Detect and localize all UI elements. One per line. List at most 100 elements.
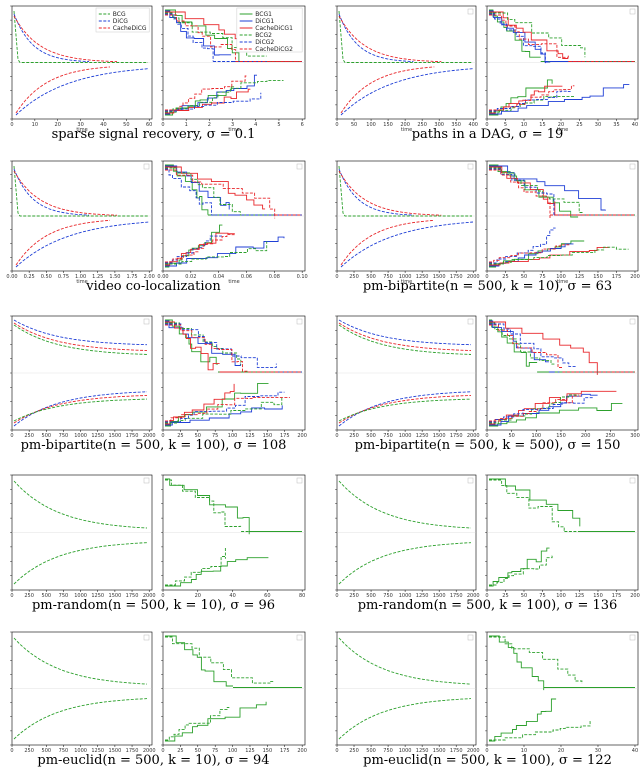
x-tick-label: 1.00 bbox=[75, 274, 86, 280]
dicg-upper-curve bbox=[338, 319, 472, 346]
legend-label: CacheDiCG bbox=[113, 25, 147, 32]
x-tick-label: 0.02 bbox=[185, 274, 196, 280]
x-tick-label: 10 bbox=[521, 122, 527, 128]
x-tick-label: 175 bbox=[612, 274, 622, 280]
subfigure-4: 0 250 500 750 1000 1250 1500 1750 2000 time 0 25 50 7… bbox=[335, 160, 640, 294]
bcg-upper-curve bbox=[338, 480, 472, 529]
upper-step-series bbox=[165, 636, 275, 684]
upper-step-series bbox=[165, 479, 242, 527]
upper-step-series bbox=[489, 167, 584, 213]
cache-lower-curve bbox=[15, 66, 111, 114]
subfigure-2: 0 50 100 150 200 250 300 350 400 time 0 5 10 15 20 25 30… bbox=[335, 5, 639, 142]
left-panel: 0 250 500 750 1000 1250 1500 1750 2000 bbox=[10, 315, 156, 439]
lower-step-series bbox=[489, 84, 630, 115]
x-tick-label: 750 bbox=[59, 433, 69, 439]
x-tick-label: 750 bbox=[383, 748, 393, 754]
x-tick-label: 1500 bbox=[109, 433, 122, 439]
lower-step-series bbox=[165, 236, 285, 267]
x-tick-label: 50 bbox=[195, 748, 201, 754]
bcg-curve bbox=[13, 165, 148, 217]
x-tick-label: 25 bbox=[177, 433, 183, 439]
upper-step-series bbox=[489, 478, 581, 527]
x-tick-label: 5 bbox=[277, 122, 280, 128]
bcg-upper-curve bbox=[338, 324, 472, 355]
x-tick-label: 0 bbox=[485, 433, 488, 439]
legend-handle bbox=[467, 8, 474, 15]
x-axis-label: time bbox=[557, 127, 568, 133]
dicg-upper-curve bbox=[13, 319, 148, 346]
dicg-lower-curve bbox=[13, 391, 148, 427]
subfigure-caption: pm-bipartite(n = 500, k = 500), σ = 150 bbox=[355, 438, 621, 453]
x-tick-label: 50 bbox=[351, 122, 357, 128]
legend-label: BCG1 bbox=[255, 11, 272, 18]
lower-step-series bbox=[489, 555, 553, 586]
x-tick-label: 2000 bbox=[467, 593, 480, 599]
x-tick-label: 75 bbox=[212, 748, 218, 754]
right-panel: 0 1 2 3 4 5 6 time BCG1DiCG1CacheDiCG1BCG2DiCG2C… bbox=[161, 5, 306, 133]
legend-handle bbox=[467, 163, 474, 170]
legend-label: DiCG1 bbox=[255, 18, 274, 25]
x-tick-label: 25 bbox=[177, 748, 183, 754]
x-tick-label: 500 bbox=[366, 433, 376, 439]
bcg-upper-curve bbox=[338, 637, 472, 685]
lower-step-series bbox=[489, 547, 550, 587]
right-panel: 0.00 0.02 0.04 0.06 0.08 0.10 time bbox=[157, 160, 308, 285]
x-tick-label: 30 bbox=[77, 122, 83, 128]
left-panel: 0.00 0.25 0.50 0.75 1.00 1.25 1.50 1.75 2.00 time bbox=[6, 160, 155, 285]
x-tick-label: 750 bbox=[59, 748, 69, 754]
x-tick-label: 1000 bbox=[399, 593, 412, 599]
x-tick-label: 25 bbox=[502, 274, 508, 280]
x-tick-label: 2000 bbox=[467, 433, 480, 439]
x-tick-label: 0 bbox=[335, 593, 338, 599]
upper-step-series bbox=[489, 323, 577, 367]
x-tick-label: 50 bbox=[521, 274, 527, 280]
x-tick-label: 200 bbox=[630, 593, 640, 599]
dicg-lower-curve bbox=[340, 68, 474, 116]
upper-step-series bbox=[165, 478, 250, 535]
lower-step-series bbox=[165, 383, 235, 425]
upper-step-series bbox=[165, 169, 276, 219]
upper-step-series bbox=[489, 166, 556, 216]
x-tick-label: 0 bbox=[485, 274, 488, 280]
bcg-upper-curve bbox=[13, 324, 148, 355]
left-panel: 0 250 500 750 1000 1250 1500 1750 2000 bbox=[335, 631, 480, 754]
upper-step-series bbox=[489, 635, 545, 691]
bcg-lower-curve bbox=[13, 542, 148, 585]
subfigure-caption: pm-random(n = 500, k = 10), σ = 96 bbox=[32, 598, 275, 613]
lower-step-series bbox=[165, 382, 269, 427]
lower-step-series bbox=[489, 246, 610, 266]
x-tick-label: 250 bbox=[349, 274, 359, 280]
x-tick-label: 1750 bbox=[126, 748, 139, 754]
left-panel: 0 50 100 150 200 250 300 350 400 time bbox=[335, 5, 478, 133]
x-tick-label: 0 bbox=[335, 122, 338, 128]
legend-handle bbox=[296, 634, 303, 641]
x-tick-label: 750 bbox=[59, 593, 69, 599]
x-tick-label: 100 bbox=[228, 433, 238, 439]
x-tick-label: 175 bbox=[280, 433, 290, 439]
x-axis-label: time bbox=[76, 279, 87, 285]
x-tick-label: 1250 bbox=[416, 593, 429, 599]
bcg-curve bbox=[338, 10, 472, 63]
upper-step-series bbox=[165, 168, 215, 216]
x-tick-label: 250 bbox=[349, 433, 359, 439]
bcg-lower-curve bbox=[338, 398, 472, 422]
x-tick-label: 75 bbox=[539, 593, 545, 599]
right-panel: 0 10 20 30 40 bbox=[485, 631, 639, 754]
x-tick-label: 0 bbox=[10, 433, 13, 439]
x-tick-label: 60 bbox=[264, 593, 270, 599]
x-tick-label: 35 bbox=[613, 122, 619, 128]
x-tick-label: 0 bbox=[161, 748, 164, 754]
bcg-lower-curve bbox=[338, 542, 472, 585]
x-tick-label: 75 bbox=[212, 433, 218, 439]
x-tick-label: 400 bbox=[468, 122, 478, 128]
dicg-upper-curve bbox=[338, 13, 414, 63]
x-tick-label: 100 bbox=[228, 748, 238, 754]
x-tick-label: 2000 bbox=[467, 748, 480, 754]
x-tick-label: 1750 bbox=[450, 274, 463, 280]
lower-step-series bbox=[165, 88, 251, 114]
x-tick-label: 250 bbox=[349, 748, 359, 754]
lower-step-series bbox=[165, 233, 235, 263]
dicg-lower-curve bbox=[338, 391, 472, 427]
x-tick-label: 0 bbox=[161, 433, 164, 439]
x-tick-label: 200 bbox=[297, 433, 307, 439]
